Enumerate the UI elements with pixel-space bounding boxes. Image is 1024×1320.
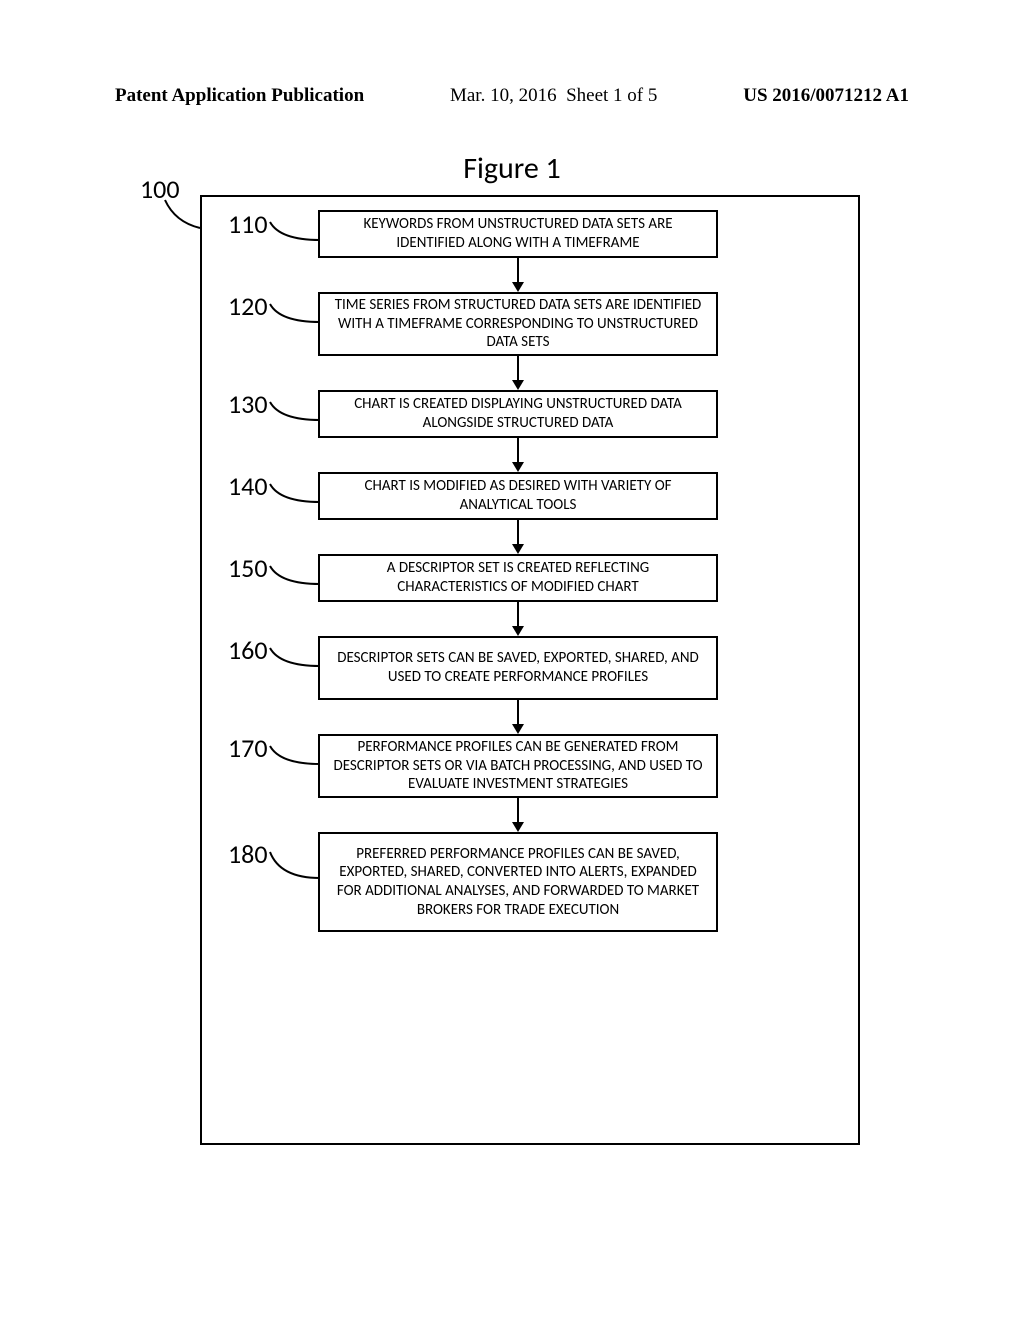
step-box-150: A DESCRIPTOR SET IS CREATED REFLECTING C…: [318, 554, 718, 602]
ref-label-140: 140: [228, 470, 268, 502]
ref-label-160: 160: [228, 634, 268, 666]
leader-150: [270, 566, 324, 588]
ref-label-150: 150: [228, 552, 268, 584]
step-box-110: KEYWORDS FROM UNSTRUCTURED DATA SETS ARE…: [318, 210, 718, 258]
step-box-140: CHART IS MODIFIED AS DESIRED WITH VARIET…: [318, 472, 718, 520]
header-pubnum: US 2016/0071212 A1: [743, 85, 909, 107]
ref-label-170: 170: [228, 732, 268, 764]
arrow-head-150: [512, 626, 524, 636]
arrow-head-120: [512, 380, 524, 390]
step-box-180: PREFERRED PERFORMANCE PROFILES CAN BE SA…: [318, 832, 718, 932]
arrow-head-130: [512, 462, 524, 472]
header-date: Mar. 10, 2016 Sheet 1 of 5: [450, 85, 657, 107]
ref-label-110: 110: [228, 208, 268, 240]
arrow-head-160: [512, 724, 524, 734]
arrow-line-140: [517, 520, 519, 544]
arrow-head-110: [512, 282, 524, 292]
leader-110: [270, 222, 324, 244]
leader-100: [165, 200, 205, 230]
leader-180: [270, 852, 324, 882]
step-box-160: DESCRIPTOR SETS CAN BE SAVED, EXPORTED, …: [318, 636, 718, 700]
arrow-head-170: [512, 822, 524, 832]
leader-170: [270, 746, 324, 768]
arrow-line-170: [517, 798, 519, 822]
leader-160: [270, 648, 324, 670]
arrow-line-150: [517, 602, 519, 626]
ref-label-120: 120: [228, 290, 268, 322]
ref-label-130: 130: [228, 388, 268, 420]
arrow-line-160: [517, 700, 519, 724]
arrow-line-130: [517, 438, 519, 462]
step-box-130: CHART IS CREATED DISPLAYING UNSTRUCTURED…: [318, 390, 718, 438]
ref-label-180: 180: [228, 838, 268, 870]
step-box-170: PERFORMANCE PROFILES CAN BE GENERATED FR…: [318, 734, 718, 798]
leader-120: [270, 304, 324, 326]
arrow-head-140: [512, 544, 524, 554]
arrow-line-120: [517, 356, 519, 380]
page-header: Patent Application Publication Mar. 10, …: [0, 85, 1024, 107]
leader-130: [270, 402, 324, 424]
header-left: Patent Application Publication: [115, 85, 364, 107]
step-box-120: TIME SERIES FROM STRUCTURED DATA SETS AR…: [318, 292, 718, 356]
leader-140: [270, 484, 324, 506]
arrow-line-110: [517, 258, 519, 282]
